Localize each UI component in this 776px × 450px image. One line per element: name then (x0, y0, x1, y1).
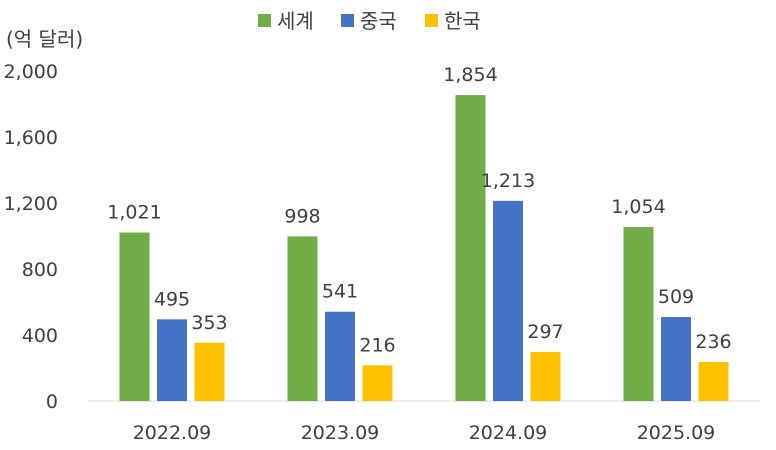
data-label: 353 (191, 312, 227, 334)
data-label: 297 (527, 321, 563, 343)
legend-label: 세계 (277, 9, 314, 33)
y-tick-label: 1,200 (4, 193, 58, 215)
bar-세계-2022.09 (119, 232, 150, 401)
legend-label: 중국 (360, 9, 397, 33)
data-label: 1,021 (107, 202, 161, 224)
data-label: 509 (658, 286, 694, 308)
x-tick-label: 2024.09 (469, 422, 548, 444)
y-tick-label: 1,600 (4, 127, 58, 149)
bar-중국-2022.09 (157, 319, 187, 401)
y-axis: 0 400 800 1,200 1,600 2,000 (4, 61, 58, 413)
bar-한국-2024.09 (530, 351, 561, 401)
legend-swatch-중국 (341, 14, 354, 27)
legend-swatch-한국 (425, 14, 438, 27)
bar-중국-2025.09 (661, 317, 691, 401)
bar-중국-2023.09 (325, 311, 355, 401)
y-tick-label: 2,000 (4, 61, 58, 83)
bar-한국-2022.09 (194, 342, 225, 401)
bar-한국-2023.09 (362, 365, 393, 401)
y-axis-unit-label: (억 달러) (6, 27, 83, 51)
bar-세계-2023.09 (287, 236, 318, 401)
legend: 세계 중국 한국 (258, 9, 481, 33)
x-tick-label: 2023.09 (301, 422, 380, 444)
data-label: 541 (322, 281, 358, 303)
data-label: 236 (695, 331, 731, 353)
data-label: 1,054 (611, 196, 665, 218)
y-tick-label: 400 (22, 325, 58, 347)
bar-세계-2025.09 (623, 227, 654, 401)
y-tick-label: 0 (46, 391, 58, 413)
bar-중국-2024.09 (493, 200, 523, 401)
x-axis: 2022.09 2023.09 2024.09 2025.09 (133, 422, 716, 444)
data-label: 1,213 (481, 170, 535, 192)
legend-label: 한국 (444, 9, 481, 33)
data-label: 216 (359, 334, 395, 356)
data-label: 495 (154, 288, 190, 310)
x-tick-label: 2025.09 (637, 422, 716, 444)
legend-swatch-세계 (258, 14, 271, 27)
bar-한국-2025.09 (698, 362, 729, 401)
x-tick-label: 2022.09 (133, 422, 212, 444)
data-label: 998 (284, 205, 320, 227)
data-label: 1,854 (443, 64, 497, 86)
bar-세계-2024.09 (455, 95, 486, 401)
y-tick-label: 800 (22, 259, 58, 281)
